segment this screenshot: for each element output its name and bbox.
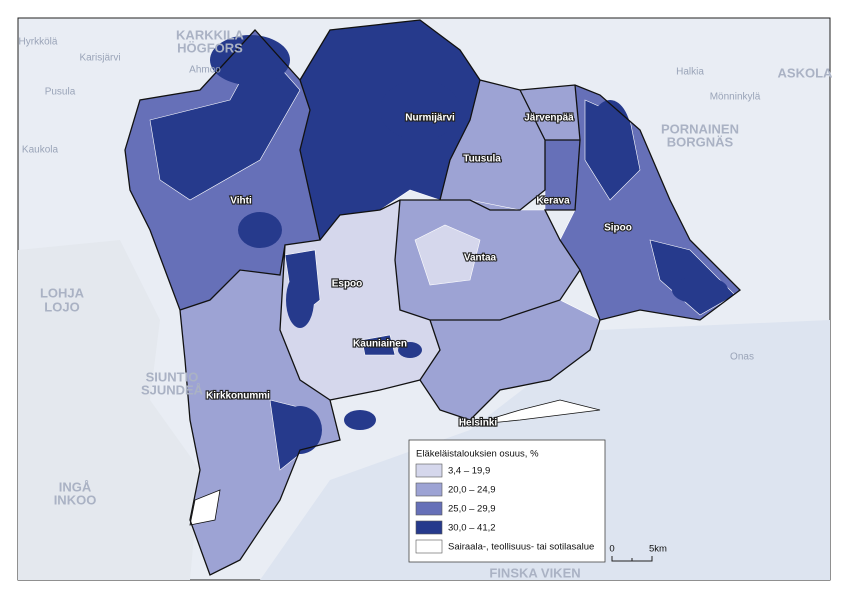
region-patch [398,342,422,358]
place-label: Halkia [676,67,704,78]
legend-label: Sairaala-, teollisuus- tai sotilasalue [448,542,594,553]
municipality-labels: Nurmijärvi Järvenpää Tuusula Kerava Viht… [205,112,633,430]
regions [124,19,741,576]
special-area [189,489,221,526]
place-label: LOJO [44,299,79,314]
municipality-label: Kauniainen [353,339,407,350]
legend-swatch [415,501,443,516]
scale-label: 5km [649,544,667,555]
municipality-label: Kerava [536,196,570,207]
region-patch [320,56,360,84]
legend-label: 25,0 – 29,9 [448,504,496,515]
municipality-label: Nurmijärvi [405,113,455,124]
municipality-label: Helsinki [459,418,498,429]
legend-title: Eläkeläistalouksien osuus, % [416,449,539,460]
place-label: Hyrkkölä [19,37,58,48]
legend-swatch [415,539,443,554]
legend-swatch [415,520,443,535]
place-label: ASKOLA [778,65,834,80]
scale-bar: 0 5km [609,544,667,562]
place-label: HÖGFORS [177,40,243,55]
legend-swatch [415,463,443,478]
place-label: Pusula [45,87,76,98]
place-label: Karisjärvi [79,53,120,64]
place-label: INGÅ [59,479,92,494]
region-patch [672,276,728,304]
place-label: INKOO [54,492,97,507]
place-label: KARKKILA [176,27,244,42]
municipality-label: Kirkkonummi [206,391,270,402]
municipal-borders [179,79,601,401]
place-label: FINSKA VIKEN [489,565,580,580]
place-label: Kaukola [22,145,59,156]
place-label: Onas [730,352,754,363]
place-label: Mönninkylä [710,92,761,103]
municipality-label: Sipoo [604,223,632,234]
borders [124,19,741,576]
region-patch [286,272,314,328]
basemap-labels: KARKKILA HÖGFORS Ahmoo Hyrkkölä Karisjär… [19,27,834,580]
region-patch [344,410,376,430]
place-label: LOHJA [40,285,85,300]
outer-border [124,19,741,576]
municipality-label: Vantaa [464,253,497,264]
municipality-label: Tuusula [463,154,501,165]
municipality-label: Järvenpää [524,113,574,124]
region-kauniainen [361,334,396,356]
place-label: SJUNDEÅ [141,382,204,397]
region-patch [380,80,460,140]
municipality-label: Vihti [230,196,252,207]
region-patch [414,224,481,286]
region-patch [588,100,632,180]
legend: Eläkeläistalouksien osuus, % 3,4 – 19,9 2… [408,439,606,563]
legend-label: 20,0 – 24,9 [448,485,496,496]
legend-label: 30,0 – 41,2 [448,523,496,534]
scale-line [611,556,653,562]
place-label: BORGNÄS [667,134,734,149]
region-patch [278,406,322,454]
place-label: Ahmoo [189,65,221,76]
basemap-land [18,240,200,580]
scale-label: 0 [609,544,614,555]
legend-swatch [415,482,443,497]
region-patch [238,212,282,248]
region-patch [149,44,301,201]
legend-label: 3,4 – 19,9 [448,466,490,477]
place-label: PORNAINEN [661,121,739,136]
place-label: SIUNTIO [146,369,199,384]
special-area [469,399,601,426]
municipality-label: Espoo [332,279,363,290]
